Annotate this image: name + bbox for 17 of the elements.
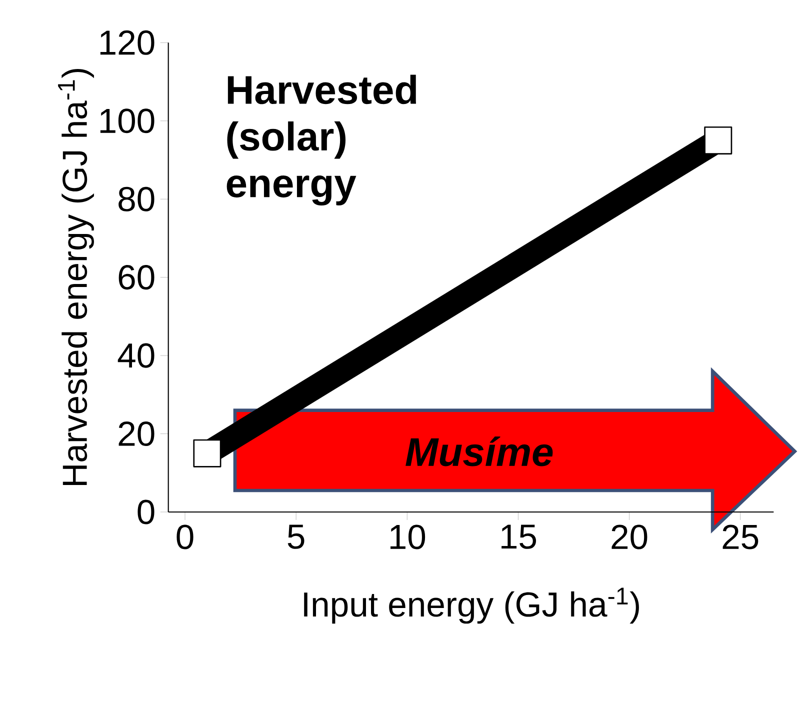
y-tick-label: 0 [138, 500, 154, 524]
x-tick-label: 10 [390, 524, 426, 550]
y-tick-label: 40 [118, 343, 154, 368]
annotation: Musíme [406, 436, 553, 466]
y-tick-label: 100 [100, 108, 154, 134]
y-tick-label: 20 [118, 421, 154, 446]
y-tick-label: 60 [118, 265, 154, 290]
x-tick-label: 20 [612, 524, 648, 550]
y-axis-title: Harvested energy (GJ ha$^{-1}$) [58, 68, 94, 486]
annotation: Harvested (solar) energy [226, 74, 416, 206]
x-tick-label: 15 [502, 524, 536, 549]
y-tick-label: 80 [118, 186, 154, 212]
x-axis-title: Input energy (GJ ha$^{-1}$) [304, 588, 639, 624]
x-tick-label: 25 [722, 524, 758, 550]
x-tick-label: 5 [288, 524, 304, 549]
y-tick-label: 120 [100, 30, 154, 55]
x-tick-label: 0 [176, 524, 194, 550]
